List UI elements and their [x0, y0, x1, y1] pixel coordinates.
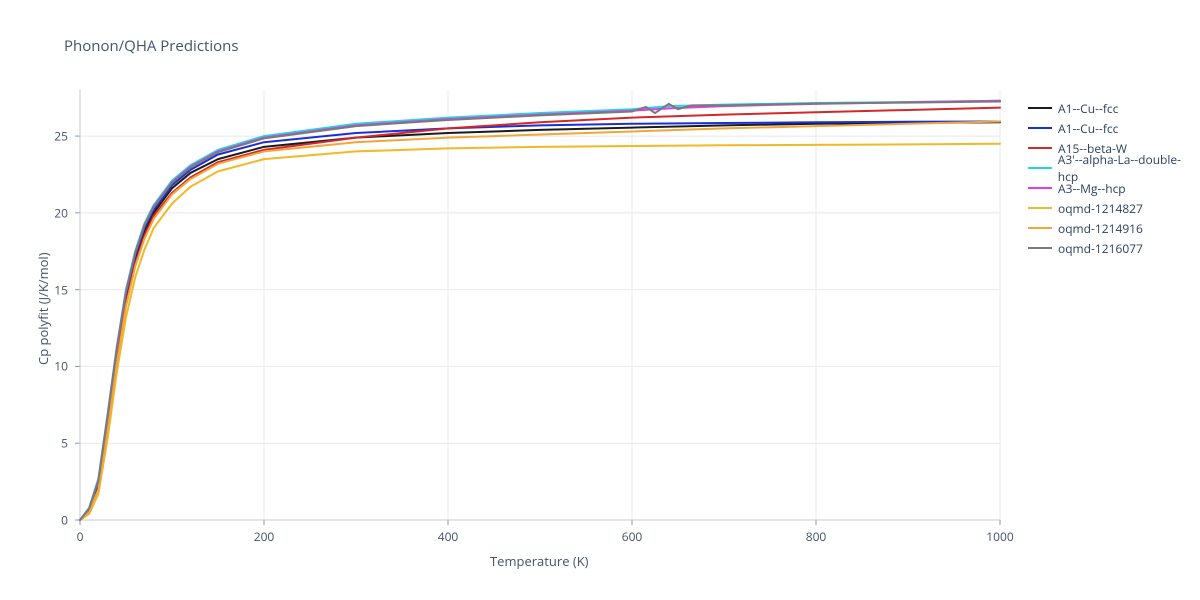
y-tick-label: 5: [61, 435, 68, 452]
legend-label: A1--Cu--fcc: [1058, 100, 1118, 117]
legend-swatch: [1028, 127, 1052, 129]
legend: A1--Cu--fccA1--Cu--fccA15--beta-WA3'--al…: [1028, 98, 1200, 258]
series-line[interactable]: [80, 108, 1000, 520]
legend-swatch: [1028, 167, 1052, 169]
chart-container: Phonon/QHA Predictions Cp polyfit (J/K/m…: [0, 0, 1200, 600]
series-line[interactable]: [80, 144, 1000, 520]
legend-swatch: [1028, 247, 1052, 249]
legend-label: A1--Cu--fcc: [1058, 120, 1118, 137]
legend-swatch: [1028, 107, 1052, 109]
chart-title: Phonon/QHA Predictions: [64, 36, 239, 56]
x-axis-label: Temperature (K): [490, 552, 589, 570]
series-line[interactable]: [80, 122, 1000, 520]
x-tick-label: 400: [438, 528, 459, 545]
y-tick-label: 10: [54, 358, 68, 375]
legend-item[interactable]: oqmd-1214916: [1028, 218, 1200, 238]
x-tick-label: 1000: [986, 528, 1013, 545]
y-tick-label: 0: [61, 512, 68, 529]
legend-swatch: [1028, 227, 1052, 229]
legend-swatch: [1028, 207, 1052, 209]
series-line[interactable]: [80, 121, 1000, 520]
x-tick-label: 0: [77, 528, 84, 545]
y-tick-label: 15: [54, 281, 68, 298]
legend-item[interactable]: A1--Cu--fcc: [1028, 118, 1200, 138]
legend-item[interactable]: A3'--alpha-La--double-hcp: [1028, 158, 1200, 178]
legend-item[interactable]: oqmd-1214827: [1028, 198, 1200, 218]
y-axis-label: Cp polyfit (J/K/mol): [34, 252, 52, 365]
legend-swatch: [1028, 187, 1052, 189]
legend-swatch: [1028, 147, 1052, 149]
legend-label: oqmd-1214916: [1058, 220, 1143, 237]
x-tick-label: 800: [806, 528, 827, 545]
legend-item[interactable]: A1--Cu--fcc: [1028, 98, 1200, 118]
series-line[interactable]: [80, 121, 1000, 520]
legend-label: oqmd-1216077: [1058, 240, 1143, 257]
y-tick-label: 20: [54, 204, 68, 221]
y-tick-label: 25: [54, 128, 68, 145]
legend-item[interactable]: oqmd-1216077: [1028, 238, 1200, 258]
legend-label: oqmd-1214827: [1058, 200, 1143, 217]
plot-area[interactable]: [70, 80, 1010, 530]
legend-label: A3--Mg--hcp: [1058, 180, 1126, 197]
x-tick-label: 200: [254, 528, 275, 545]
x-tick-label: 600: [622, 528, 643, 545]
